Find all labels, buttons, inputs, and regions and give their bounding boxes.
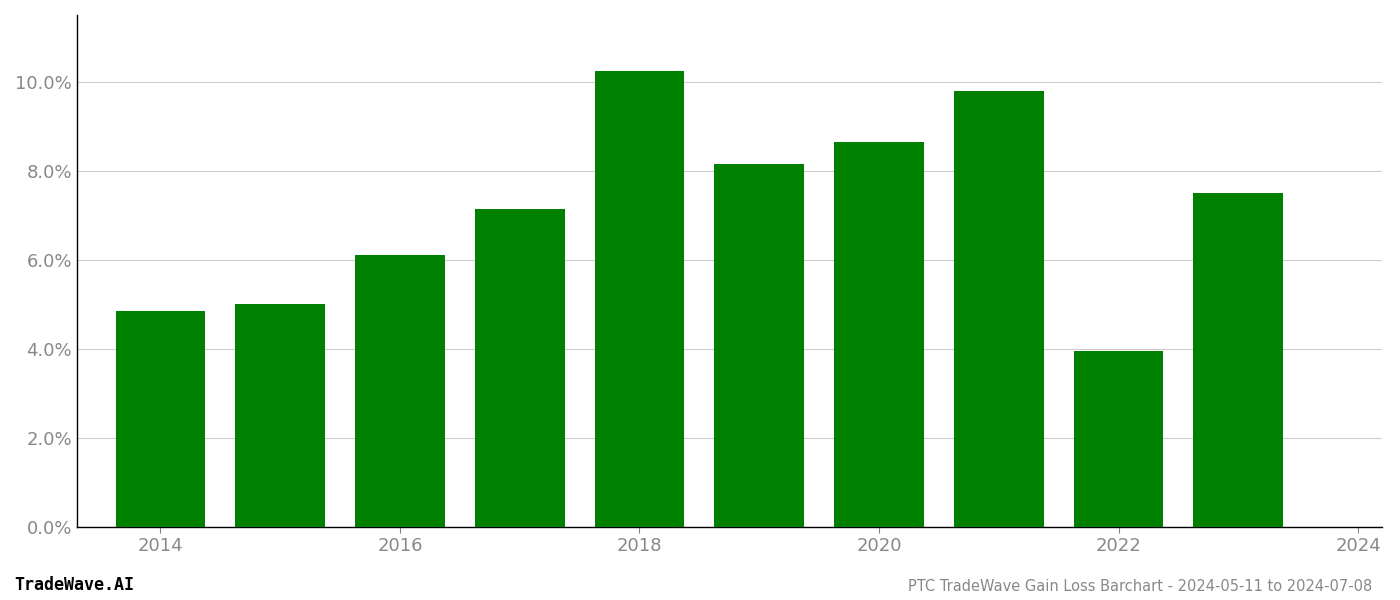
Bar [714,164,804,527]
Bar [116,311,206,527]
Bar [834,142,924,527]
Bar [1074,351,1163,527]
Bar [235,304,325,527]
Bar [953,91,1044,527]
Bar [1193,193,1284,527]
Bar [595,71,685,527]
Bar [356,255,445,527]
Text: PTC TradeWave Gain Loss Barchart - 2024-05-11 to 2024-07-08: PTC TradeWave Gain Loss Barchart - 2024-… [907,579,1372,594]
Bar [475,209,564,527]
Text: TradeWave.AI: TradeWave.AI [14,576,134,594]
